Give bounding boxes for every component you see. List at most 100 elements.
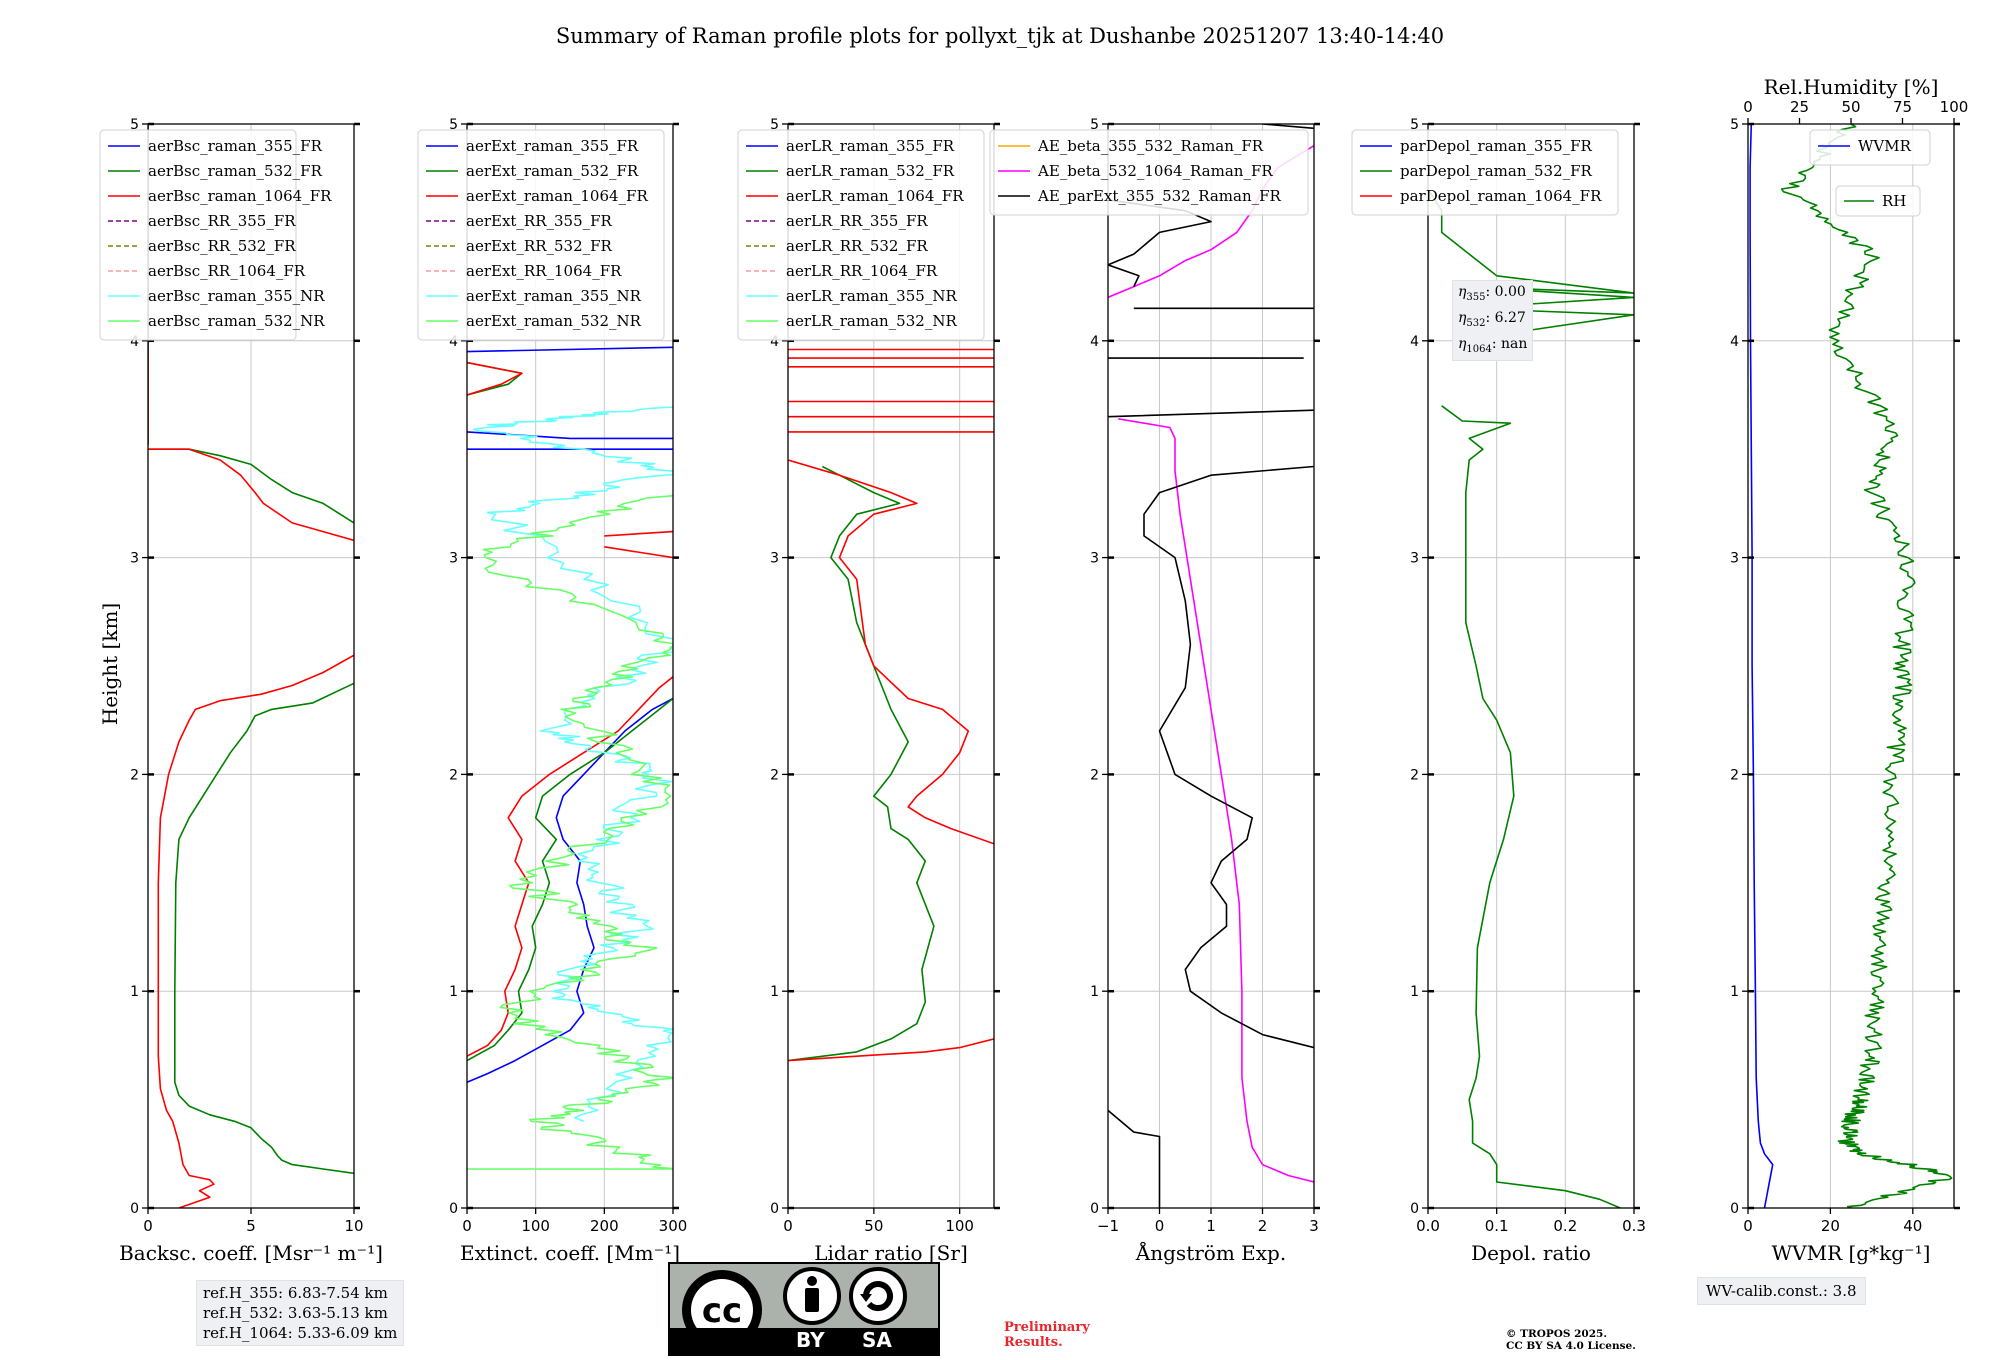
y-tick-label: 3 [1730,551,1739,567]
y-tick-label: 5 [130,117,139,133]
legend-label: aerLR_raman_355_NR [786,287,957,305]
y-tick-label: 0 [1410,1201,1419,1217]
figure-title: Summary of Raman profile plots for polly… [556,24,1444,48]
legend-label: aerBsc_RR_355_FR [148,212,296,230]
y-tick-label: 4 [1730,334,1739,350]
x-tick-label: 3 [1309,1217,1319,1235]
plot-frame [466,123,674,1209]
legend-label: aerExt_raman_355_FR [466,137,639,155]
panel-bsc: 0 1 2 3 4 5 0 5 10 Backsc. coeff. [Msr⁻¹ m⁻¹] aerB… [99,117,383,1265]
x-tick-label: 0 [143,1217,153,1235]
top-x-tick-label: 50 [1841,98,1860,116]
y-tick-label: 3 [1090,551,1099,567]
legend-label: aerExt_raman_532_FR [466,162,639,180]
legend-label: aerExt_RR_355_FR [466,212,613,230]
y-tick-label: 2 [770,767,779,783]
y-tick-label: 0 [1090,1201,1099,1217]
x-axis-label: Backsc. coeff. [Msr⁻¹ m⁻¹] [119,1241,383,1265]
series-aerLR_raman_532_FR [788,465,935,1062]
legend-label: aerBsc_raman_532_FR [148,162,323,180]
x-axis-label: Lidar ratio [Sr] [814,1241,968,1265]
y-tick-label: 1 [449,984,458,1000]
y-tick-label: 1 [1730,984,1739,1000]
y-tick-label: 3 [770,551,779,567]
y-tick-label: 3 [130,551,139,567]
cc-license-badge[interactable]: cc BY SA [668,1262,940,1356]
y-tick-label: 4 [770,334,779,350]
legend: aerExt_raman_355_FR aerExt_raman_532_FRae… [417,129,665,341]
x-tick-label: 0.1 [1485,1217,1509,1235]
y-tick-label: 2 [449,767,458,783]
x-tick-label: 40 [1903,1217,1922,1235]
copyright-note: © TROPOS 2025. CC BY SA 4.0 License. [1506,1328,1636,1352]
series-aerLR_raman_1064_FR [788,348,994,1062]
series-aerBsc_raman_1064_FR [148,124,354,1208]
eta-1064: η1064: nan [1458,335,1528,355]
legend-label: aerBsc_raman_355_FR [148,137,323,155]
x-axis-label: Ångström Exp. [1135,1240,1286,1265]
y-tick-label: 1 [1090,984,1099,1000]
legend-box [737,129,985,341]
legend: aerLR_raman_355_FR aerLR_raman_532_FR aerL… [737,129,985,341]
plot-frame [1747,123,1955,1209]
legend-label: aerBsc_raman_532_NR [148,312,325,330]
legend: AE_beta_355_532_Raman_FR AE_beta_532_1064… [989,129,1309,216]
x-axis-label: Extinct. coeff. [Mm⁻¹] [460,1241,680,1265]
legend-label: aerLR_RR_532_FR [786,237,928,255]
x-tick-label: 5 [246,1217,256,1235]
series-group [788,348,994,1062]
legend-label: aerLR_raman_355_FR [786,137,955,155]
y-tick-label: 5 [1090,117,1099,133]
y-tick-label: 2 [130,767,139,783]
y-tick-label: 4 [1410,334,1419,350]
legend-label: WVMR [1858,137,1912,155]
legend-label: aerBsc_RR_532_FR [148,237,296,255]
x-tick-label: 100 [521,1217,550,1235]
x-axis-label: Depol. ratio [1471,1241,1591,1265]
legend-label: aerExt_raman_355_NR [466,287,642,305]
legend-label: aerLR_raman_532_NR [786,312,957,330]
y-tick-label: 0 [449,1201,458,1217]
legend-label: AE_parExt_355_532_Raman_FR [1037,187,1282,205]
x-tick-label: 0.2 [1553,1217,1577,1235]
cc-logo-text: cc [702,1291,742,1328]
legend-label: aerExt_RR_532_FR [466,237,613,255]
legend-label: aerLR_raman_532_FR [786,162,955,180]
series-WVMR [1749,124,1774,1208]
eta-annotation-box: η355: 0.00 η532: 6.27 η1064: nan [1452,280,1534,362]
x-tick-label: 200 [590,1217,619,1235]
x-tick-label: 1 [1206,1217,1216,1235]
legend-box [989,129,1309,216]
reference-height-box: ref.H_355: 6.83-7.54 km ref.H_532: 3.63-… [196,1280,405,1346]
y-tick-label: 2 [1730,767,1739,783]
y-tick-label: 1 [1410,984,1419,1000]
legend: aerBsc_raman_355_FR aerBsc_raman_532_FRae… [99,129,332,341]
x-tick-label: 0 [1743,1217,1753,1235]
legend-label: parDepol_raman_532_FR [1400,162,1593,180]
x-tick-label: 0 [1155,1217,1165,1235]
legend-box [1835,185,1921,217]
panel-ext: 0 1 2 3 4 5 0 100 200 300 Extinct. coeff. [Mm⁻¹] ae… [417,117,687,1265]
plot-frame [1427,123,1635,1209]
legend-label: aerBsc_RR_1064_FR [148,262,306,280]
y-tick-label: 1 [770,984,779,1000]
refH-532: ref.H_532: 3.63-5.13 km [203,1304,388,1322]
y-tick-label: 1 [130,984,139,1000]
legend-label: aerLR_RR_355_FR [786,212,928,230]
y-tick-label: 5 [1730,117,1739,133]
y-tick-label: 4 [1090,334,1099,350]
eta-355: η355: 0.00 [1458,284,1526,303]
top-x-tick-label: 0 [1743,98,1753,116]
top-x-tick-label: 25 [1790,98,1809,116]
legend-box [99,129,297,341]
series-aerExt_raman_532_NR [467,492,673,1170]
x-tick-label: 20 [1821,1217,1840,1235]
y-tick-label: 3 [449,551,458,567]
x-tick-label: 2 [1258,1217,1268,1235]
series-group [467,346,673,1170]
legend-label: RH [1882,192,1906,210]
refH-355: ref.H_355: 6.83-7.54 km [203,1284,388,1302]
legend: parDepol_raman_355_FR parDepol_raman_532_… [1351,129,1619,216]
top-axis-label: Rel.Humidity [%] [1764,75,1939,99]
